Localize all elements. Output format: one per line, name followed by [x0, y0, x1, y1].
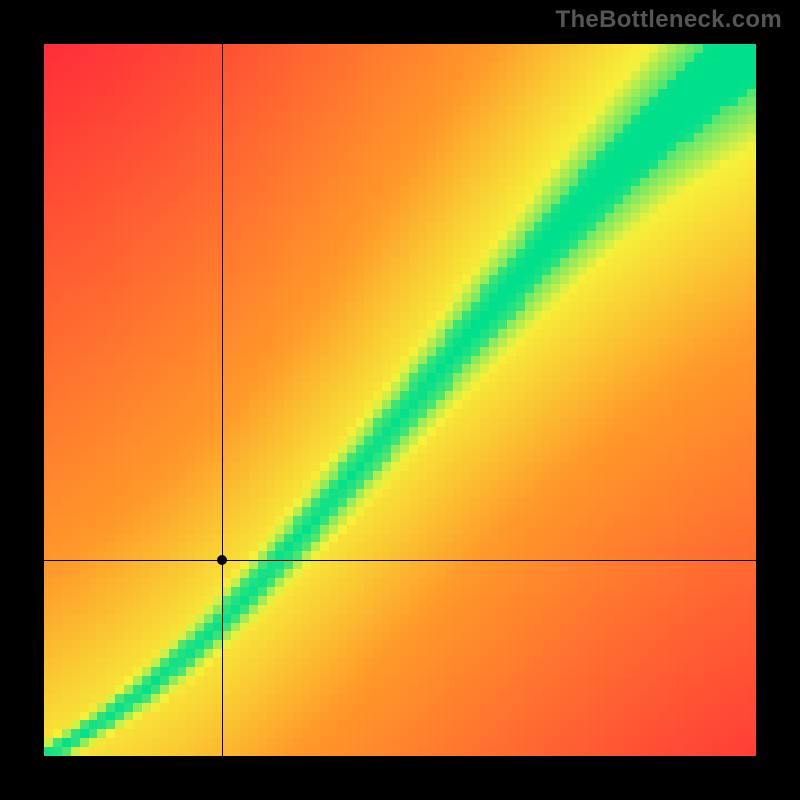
heatmap-plot-area [44, 44, 756, 756]
marker-point [217, 555, 227, 565]
attribution-text: TheBottleneck.com [556, 6, 782, 34]
crosshair-horizontal [44, 560, 756, 561]
crosshair-vertical [222, 44, 223, 756]
figure-container: TheBottleneck.com [0, 0, 800, 800]
bottleneck-heatmap-canvas [44, 44, 756, 756]
